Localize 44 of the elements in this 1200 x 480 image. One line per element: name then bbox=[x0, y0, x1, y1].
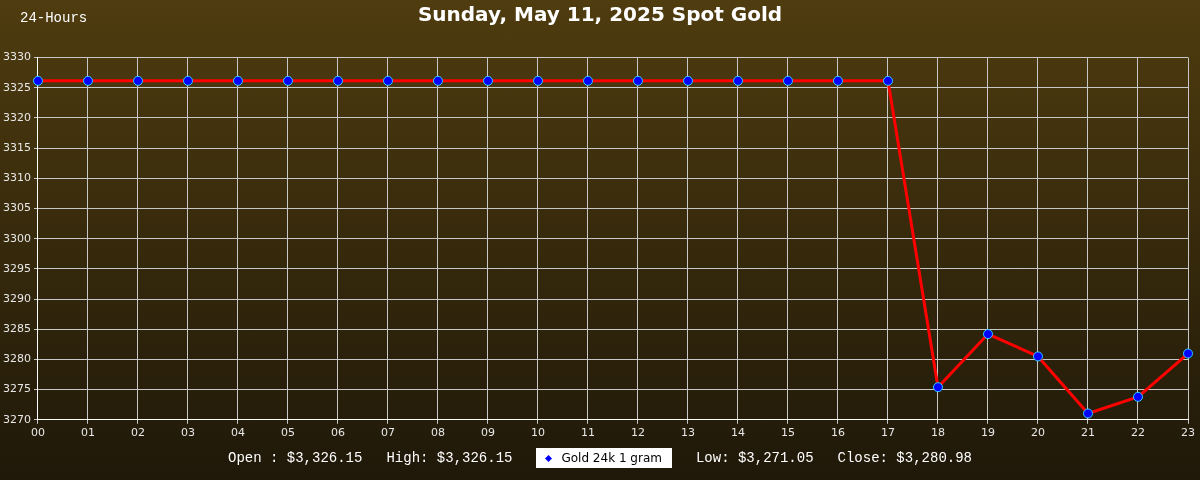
legend-label: Gold 24k 1 gram bbox=[561, 451, 662, 465]
x-tick-label: 10 bbox=[531, 426, 545, 440]
x-tick-label: 02 bbox=[130, 426, 145, 440]
text: Low: $3,271.05 bbox=[695, 450, 814, 466]
x-tick-label: 01 bbox=[80, 426, 95, 440]
x-tick-label: 05 bbox=[281, 426, 295, 440]
x-tick-label: 15 bbox=[781, 426, 795, 440]
x-tick-label: 04 bbox=[231, 426, 245, 440]
x-tick-label: 06 bbox=[331, 426, 345, 440]
y-tick-label: 3305 bbox=[2, 201, 31, 215]
text: Open : $3,326.15 bbox=[228, 450, 363, 466]
y-tick-label: 3295 bbox=[2, 261, 31, 275]
x-tick-label: 23 bbox=[1181, 426, 1195, 440]
y-tick-label: 3325 bbox=[2, 80, 31, 94]
text: 24-Hours bbox=[20, 10, 88, 26]
x-tick-label: 19 bbox=[981, 426, 995, 440]
x-tick-label: 13 bbox=[681, 426, 695, 440]
y-tick-label: 3310 bbox=[2, 171, 31, 185]
x-tick-label: 14 bbox=[731, 426, 745, 440]
x-tick-label: 21 bbox=[1081, 426, 1095, 440]
y-tick-label: 3315 bbox=[2, 141, 31, 155]
x-tick-label: 18 bbox=[931, 426, 945, 440]
x-tick-label: 09 bbox=[481, 426, 495, 440]
y-tick-label: 3280 bbox=[2, 352, 31, 366]
x-tick-label: 12 bbox=[631, 426, 645, 440]
x-tick-label: 17 bbox=[881, 426, 895, 440]
y-tick-label: 3330 bbox=[2, 50, 31, 64]
y-tick-label: 3290 bbox=[2, 291, 31, 305]
x-tick-label: 20 bbox=[1031, 426, 1045, 440]
y-tick-label: 3275 bbox=[2, 382, 31, 396]
x-tick-label: 00 bbox=[30, 426, 45, 440]
y-tick-label: 3320 bbox=[2, 110, 31, 124]
x-tick-label: 08 bbox=[431, 426, 445, 440]
x-tick-label: 03 bbox=[180, 426, 195, 440]
text: Close: $3,280.98 bbox=[837, 450, 972, 466]
x-tick-label: 07 bbox=[381, 426, 395, 440]
x-tick-label: 22 bbox=[1131, 426, 1145, 440]
text: High: $3,326.15 bbox=[386, 450, 513, 466]
x-tick-label: 16 bbox=[831, 426, 845, 440]
y-tick-label: 3270 bbox=[2, 412, 31, 426]
x-tick-label: 11 bbox=[581, 426, 595, 440]
chart-title: Sunday, May 11, 2025 Spot Gold bbox=[417, 2, 783, 26]
y-tick-label: 3300 bbox=[2, 231, 31, 245]
y-tick-label: 3285 bbox=[2, 322, 31, 336]
